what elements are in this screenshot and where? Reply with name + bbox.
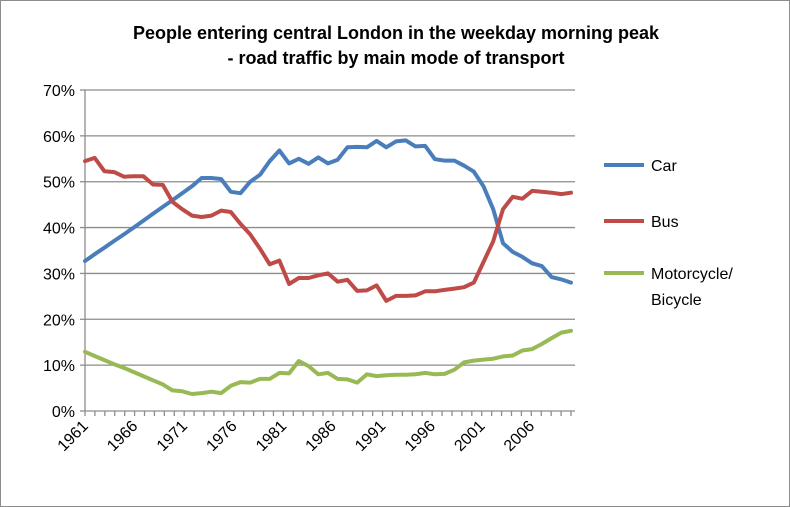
- x-tick-label: 1986: [303, 418, 340, 455]
- y-axis-tick-labels: 0% 10% 20% 30% 40% 50% 60% 70%: [43, 83, 75, 421]
- x-tick-label: 1971: [154, 418, 191, 455]
- y-tick-label: 40%: [43, 221, 75, 238]
- y-tick-label: 10%: [43, 358, 75, 375]
- y-tick-label: 60%: [43, 129, 75, 146]
- x-axis-tick-labels: 1961 1966 1971 1976 1981 1986 1991 1996 2001 2006: [55, 418, 539, 455]
- x-tick-label: 1961: [55, 418, 92, 455]
- y-tick-label: 30%: [43, 266, 75, 283]
- series-line-bus: [83, 155, 573, 303]
- legend-label-bus: Bus: [651, 214, 679, 231]
- legend-label-car: Car: [651, 158, 677, 175]
- x-tick-label: 1996: [402, 418, 439, 455]
- legend: Car Bus Motorcycle/ Bicycle: [604, 158, 733, 309]
- legend-label-motorcycle: Motorcycle/: [651, 266, 733, 283]
- x-tick-label: 1981: [253, 418, 290, 455]
- x-tick-label: 2001: [451, 418, 488, 455]
- chart-title: People entering central London in the we…: [61, 21, 731, 71]
- x-tick-label: 1991: [352, 418, 389, 455]
- y-tick-label: 50%: [43, 175, 75, 192]
- y-tick-label: 20%: [43, 312, 75, 329]
- chart-title-line-2: - road traffic by main mode of transport: [227, 48, 565, 68]
- y-tick-label: 0%: [52, 404, 75, 421]
- x-tick-label: 1976: [203, 418, 240, 455]
- x-tick-label: 1966: [104, 418, 141, 455]
- x-tick-label: 2006: [501, 418, 538, 455]
- y-tick-label: 70%: [43, 83, 75, 100]
- gridlines: [85, 89, 575, 366]
- series-lines: [83, 138, 573, 396]
- chart-title-line-1: People entering central London in the we…: [132, 23, 660, 43]
- series-line-motorcycle-bicycle: [83, 328, 573, 396]
- legend-label-bicycle: Bicycle: [651, 292, 702, 309]
- series-line-car: [83, 138, 573, 285]
- axes: [80, 89, 575, 416]
